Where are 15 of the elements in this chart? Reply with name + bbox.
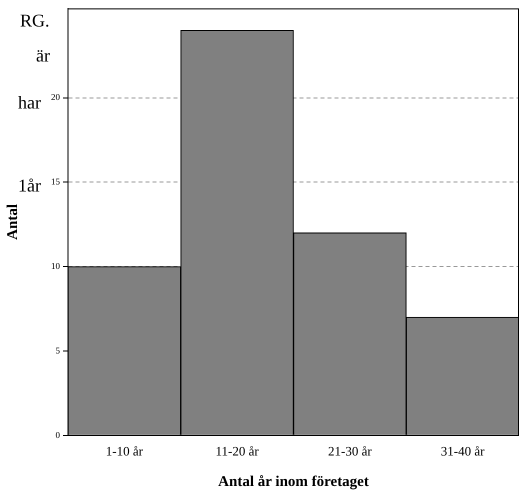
y-axis-title: Antal (4, 204, 21, 240)
text: är (36, 46, 50, 66)
y-tick-label: 0 (56, 430, 60, 440)
x-tick-label: 1-10 år (106, 444, 144, 459)
x-tick-label: 21-30 år (328, 444, 372, 459)
x-tick-label: 11-20 år (216, 444, 260, 459)
x-tick-label: 31-40 år (440, 444, 486, 459)
y-tick-label: 5 (56, 345, 60, 356)
y-tick-label: 15 (51, 176, 60, 187)
text: har (18, 92, 41, 113)
y-tick-label: 10 (51, 260, 60, 271)
text: 1år (18, 176, 41, 196)
y-tick-label: 20 (51, 92, 60, 102)
x-axis-title: Antal år inom företaget (218, 474, 369, 490)
text: RG. (20, 10, 50, 31)
